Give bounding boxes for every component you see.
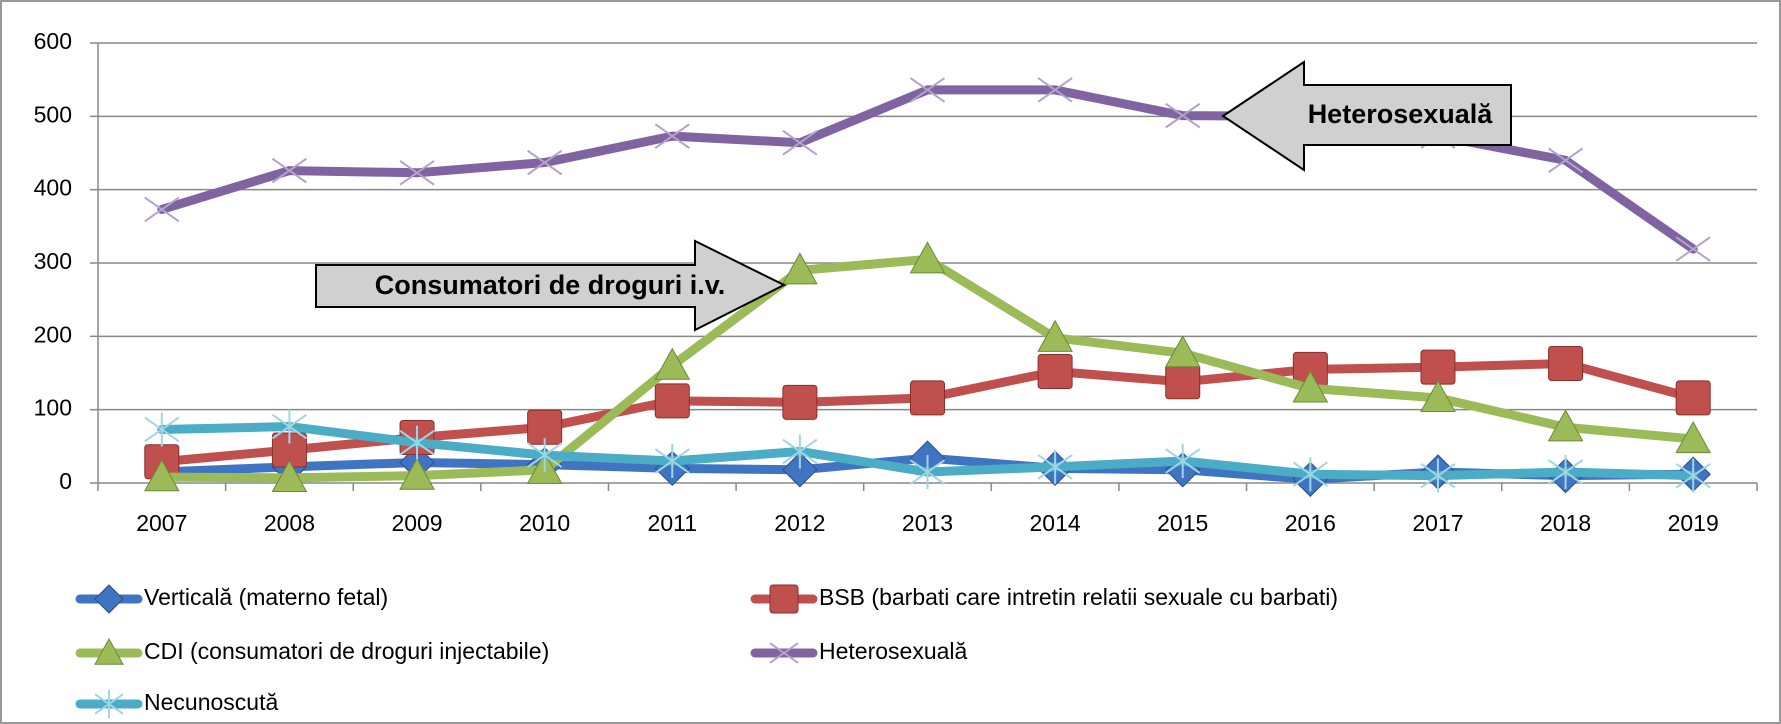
marker: [909, 455, 946, 489]
marker: [527, 149, 563, 176]
marker: [1420, 379, 1456, 413]
x-tick-label: 2016: [1285, 510, 1336, 536]
marker: [144, 412, 180, 447]
x-tick-label: 2014: [1030, 510, 1081, 536]
y-tick-label: 100: [34, 395, 72, 421]
marker: [1037, 77, 1073, 103]
y-tick-label: 500: [34, 101, 72, 127]
marker: [144, 196, 180, 223]
marker: [1292, 370, 1329, 403]
marker: [143, 459, 180, 492]
y-tick-label: 600: [34, 28, 72, 54]
y-tick-label: 400: [34, 175, 72, 201]
marker: [654, 347, 691, 380]
marker: [654, 444, 690, 478]
legend: Verticală (materno fetal) BSB (barbati ca…: [75, 584, 1338, 718]
marker: [1675, 236, 1711, 262]
marker: [769, 642, 799, 664]
legend-label: Verticală (materno fetal): [144, 584, 388, 610]
marker: [1548, 455, 1584, 489]
annotation: Heterosexuală: [1308, 99, 1494, 129]
marker: [1675, 380, 1711, 416]
marker: [654, 383, 690, 419]
marker: [1037, 319, 1073, 352]
x-tick-label: 2012: [774, 510, 825, 536]
x-tick-label: 2011: [648, 510, 697, 536]
x-tick-label: 2019: [1668, 510, 1719, 536]
marker: [94, 584, 124, 614]
y-tick-label: 300: [34, 248, 72, 274]
marker: [1165, 444, 1201, 478]
marker: [769, 584, 799, 614]
marker: [782, 252, 818, 285]
marker: [271, 409, 307, 444]
x-tick-label: 2015: [1157, 510, 1208, 536]
legend-label: Heterosexuală: [819, 638, 968, 664]
annotation-arrow: [315, 239, 787, 332]
marker: [909, 241, 946, 274]
x-tick-label: 2009: [391, 510, 442, 536]
marker: [1292, 457, 1328, 492]
marker: [782, 384, 818, 420]
marker: [782, 130, 818, 156]
marker: [1548, 345, 1584, 381]
x-tick-label: 2018: [1540, 510, 1591, 536]
x-tick-label: 2008: [264, 510, 315, 536]
marker: [399, 425, 435, 460]
marker: [1165, 364, 1201, 400]
marker: [271, 157, 307, 184]
marker: [1037, 354, 1073, 390]
annotation: Consumatori de droguri i.v.: [375, 270, 726, 300]
x-tick-label: 2013: [902, 510, 953, 536]
marker: [94, 690, 124, 718]
marker: [1548, 147, 1584, 174]
marker: [909, 77, 946, 103]
marker: [1164, 335, 1201, 368]
marker: [1165, 102, 1201, 129]
x-tick-label: 2010: [519, 510, 570, 536]
marker: [399, 457, 435, 490]
marker: [1420, 349, 1456, 385]
marker: [782, 452, 818, 488]
marker: [654, 123, 690, 149]
marker: [1547, 409, 1584, 442]
marker: [1037, 449, 1073, 484]
marker: [1675, 420, 1712, 454]
marker: [910, 380, 945, 416]
annotation-arrow: [1221, 60, 1512, 172]
legend-label: BSB (barbati care intretin relatii sexua…: [819, 584, 1338, 610]
marker: [527, 438, 563, 473]
legend-label: CDI (consumatori de droguri injectabile): [144, 638, 549, 664]
marker: [1675, 458, 1711, 493]
marker: [782, 434, 818, 469]
y-tick-label: 0: [59, 468, 72, 494]
x-tick-label: 2017: [1412, 510, 1463, 536]
marker: [1420, 458, 1456, 493]
marker: [399, 160, 435, 186]
x-tick-label: 2007: [136, 510, 187, 536]
y-tick-label: 200: [34, 321, 72, 347]
legend-label: Necunoscută: [144, 689, 278, 715]
marker: [94, 637, 124, 665]
marker: [271, 459, 308, 492]
